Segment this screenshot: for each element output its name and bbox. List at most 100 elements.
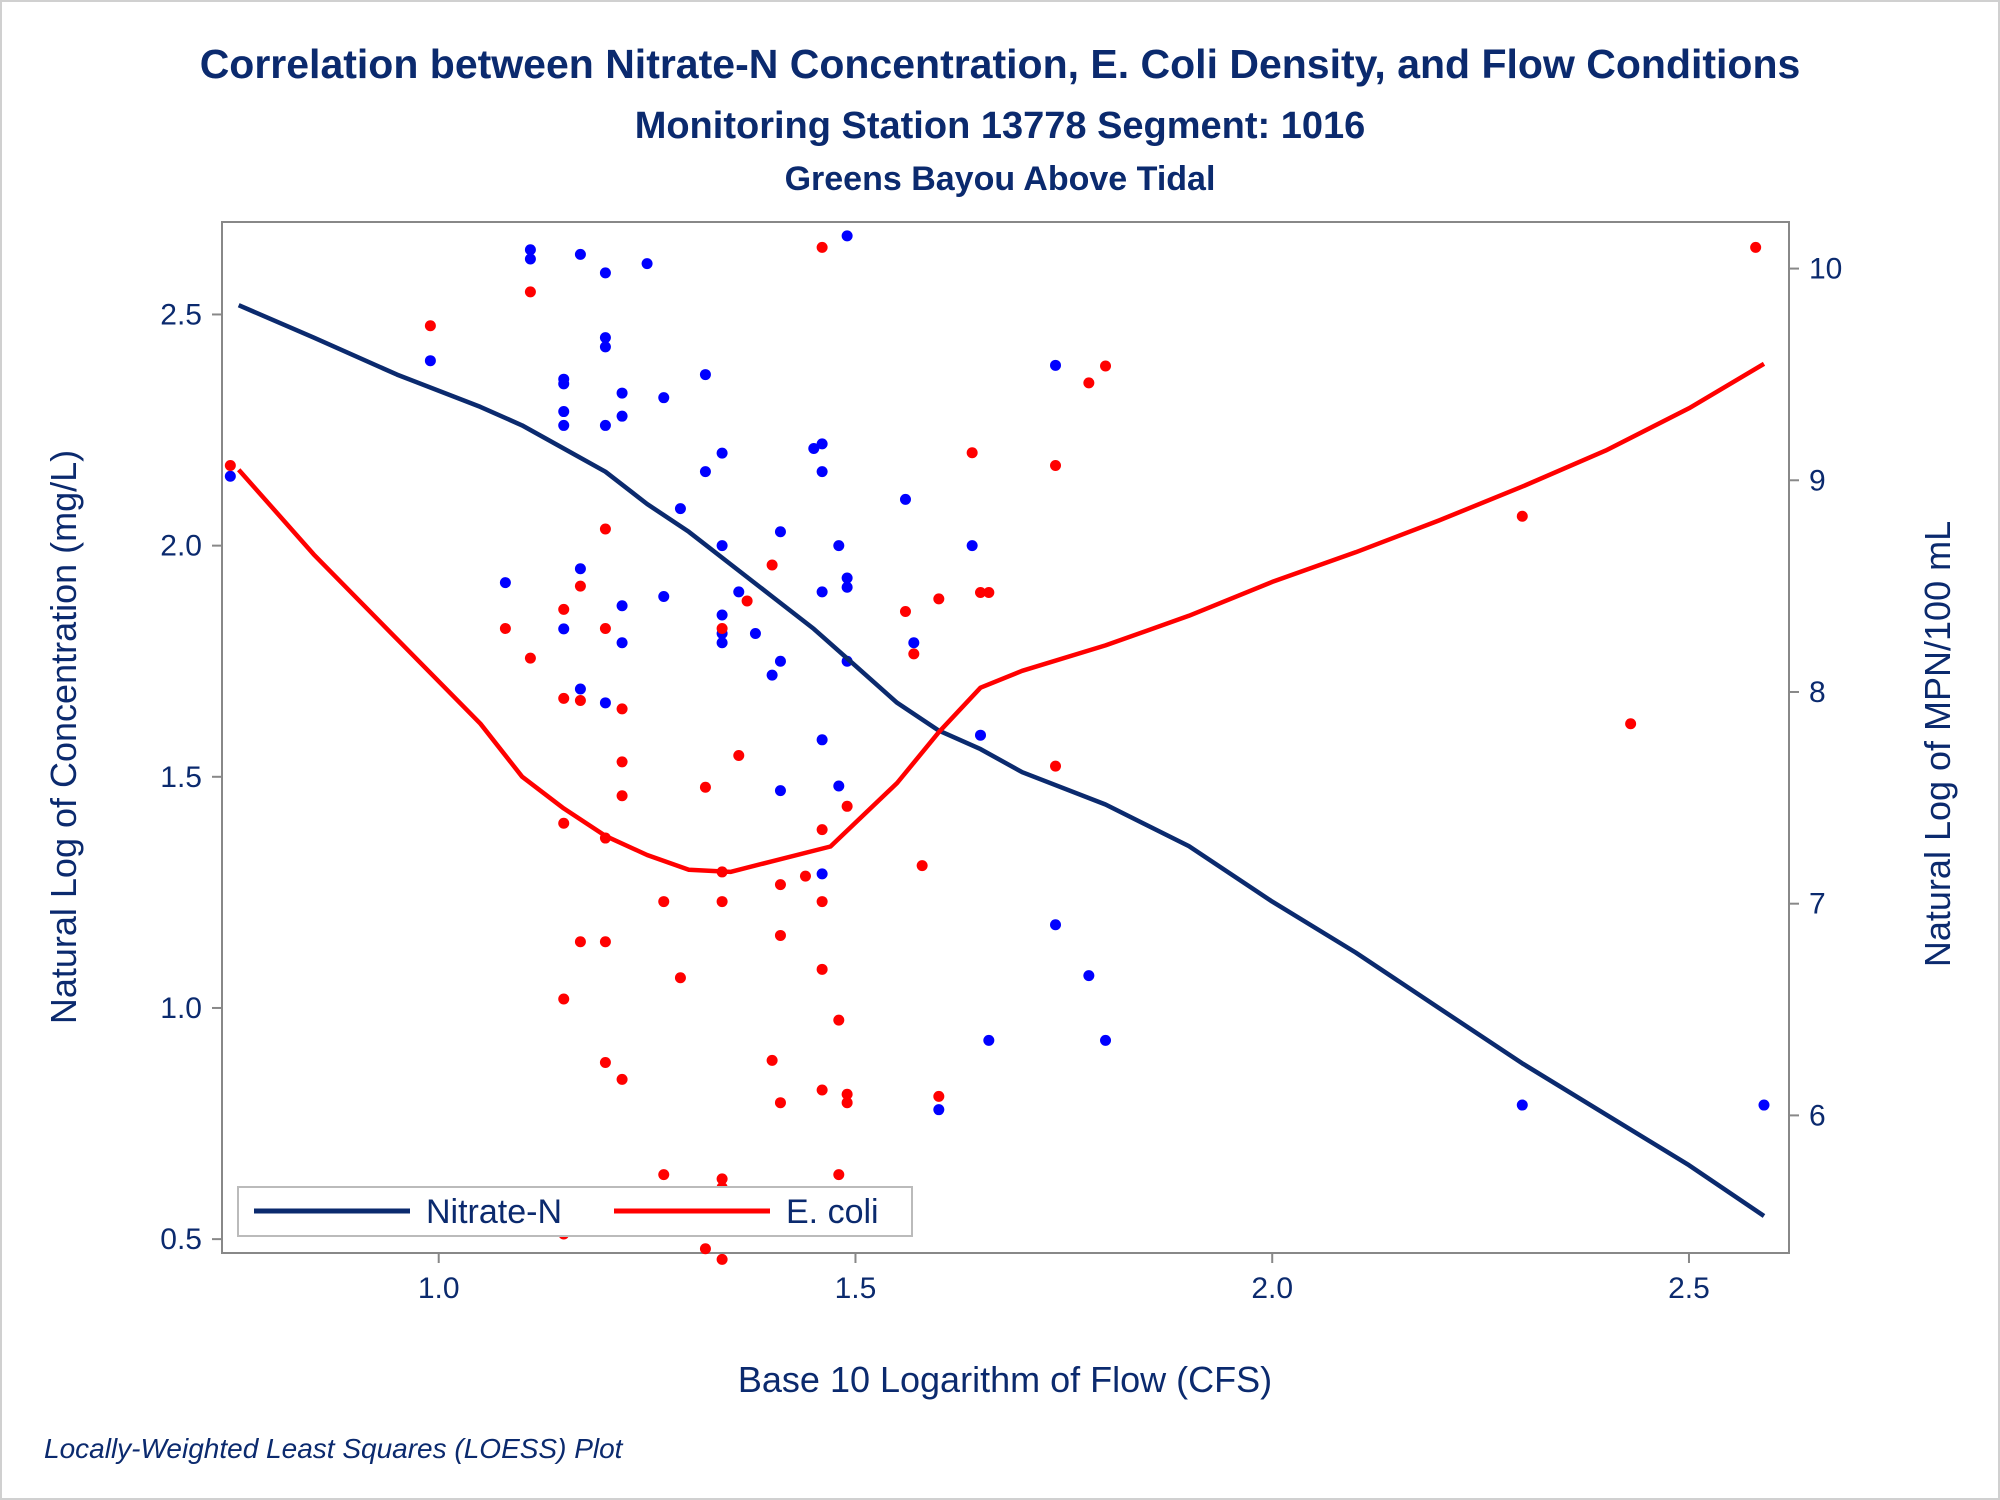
nitrate-point [841, 572, 853, 584]
ecoli-point [841, 800, 853, 812]
ecoli-point [766, 559, 778, 571]
nitrate-point [524, 244, 536, 256]
ecoli-point [899, 606, 911, 618]
x-tick-label: 1.0 [418, 1272, 460, 1305]
nitrate-point [1083, 970, 1095, 982]
left-y-tick-label: 1.5 [160, 761, 202, 794]
right-y-tick-label: 8 [1809, 676, 1826, 709]
ecoli-point [616, 790, 628, 802]
nitrate-point [699, 369, 711, 381]
nitrate-point [599, 332, 611, 344]
ecoli-loess-line [237, 361, 1766, 875]
nitrate-point [1050, 359, 1062, 371]
legend-label-nitrate: Nitrate-N [426, 1193, 562, 1231]
left-y-tick-label: 2.5 [160, 298, 202, 331]
x-axis: 1.0 1.5 2.0 2.5 [418, 1253, 1710, 1305]
nitrate-point [574, 683, 586, 695]
right-y-axis: 6 7 8 9 10 [1789, 253, 1842, 1132]
ecoli-point [774, 879, 786, 891]
ecoli-point [616, 1073, 628, 1085]
nitrate-point [774, 785, 786, 797]
ecoli-point [699, 1243, 711, 1255]
ecoli-point [599, 523, 611, 535]
right-y-axis-label: Natural Log of MPN/100 mL [1917, 521, 1958, 967]
ecoli-point [816, 896, 828, 908]
ecoli-point [1516, 510, 1528, 522]
left-y-tick-label: 2.0 [160, 530, 202, 563]
nitrate-point [599, 419, 611, 431]
nitrate-point [699, 466, 711, 478]
ecoli-point [741, 595, 753, 607]
loess-curves [237, 303, 1766, 1218]
ecoli-point [983, 586, 995, 598]
ecoli-point [524, 286, 536, 298]
nitrate-point [641, 258, 653, 270]
right-y-tick-label: 10 [1809, 253, 1842, 286]
ecoli-point [524, 652, 536, 664]
nitrate-point [974, 729, 986, 741]
nitrate-point [716, 637, 728, 649]
nitrate-point [599, 341, 611, 353]
nitrate-point [983, 1034, 995, 1046]
nitrate-point [816, 734, 828, 746]
ecoli-point [558, 692, 570, 704]
left-y-tick-label: 0.5 [160, 1223, 202, 1256]
nitrate-point [766, 669, 778, 681]
nitrate-point [716, 540, 728, 552]
x-tick-label: 1.5 [835, 1272, 877, 1305]
ecoli-point [574, 694, 586, 706]
nitrate-point [716, 609, 728, 621]
ecoli-point [574, 936, 586, 948]
ecoli-point [716, 622, 728, 634]
ecoli-point [716, 1253, 728, 1265]
nitrate-point [1516, 1099, 1528, 1111]
nitrate-point [424, 355, 436, 367]
nitrate-point [1050, 919, 1062, 931]
ecoli-point [1100, 360, 1112, 372]
nitrate-point [224, 470, 236, 482]
nitrate-point [524, 253, 536, 265]
nitrate-point [616, 600, 628, 612]
ecoli-point [766, 1054, 778, 1066]
nitrate-point [616, 387, 628, 399]
right-y-tick-label: 9 [1809, 464, 1826, 497]
left-y-axis: 0.5 1.0 1.5 2.0 2.5 [160, 298, 222, 1256]
ecoli-point [733, 749, 745, 761]
chart-title: Correlation between Nitrate-N Concentrat… [200, 41, 1801, 87]
footnote: Locally-Weighted Least Squares (LOESS) P… [44, 1433, 624, 1464]
right-y-tick-label: 6 [1809, 1099, 1826, 1132]
ecoli-point [1750, 241, 1762, 253]
nitrate-point [808, 443, 820, 455]
nitrate-point [558, 406, 570, 418]
ecoli-point [558, 603, 570, 615]
ecoli-point [599, 1056, 611, 1068]
nitrate-point [816, 868, 828, 880]
ecoli-point [716, 896, 728, 908]
ecoli-point [616, 756, 628, 768]
nitrate-point [658, 590, 670, 602]
nitrate-point [616, 637, 628, 649]
nitrate-point [816, 586, 828, 598]
nitrate-point [558, 378, 570, 390]
nitrate-point [833, 540, 845, 552]
nitrate-point [574, 563, 586, 575]
nitrate-point [833, 780, 845, 792]
ecoli-point [574, 580, 586, 592]
ecoli-point [816, 963, 828, 975]
chart-subtitle-2: Greens Bayou Above Tidal [785, 160, 1216, 198]
ecoli-point [658, 896, 670, 908]
nitrate-point [1100, 1034, 1112, 1046]
ecoli-point [499, 622, 511, 634]
ecoli-point [616, 703, 628, 715]
left-y-axis-label: Natural Log of Concentration (mg/L) [43, 450, 84, 1024]
ecoli-point [816, 824, 828, 836]
ecoli-point [833, 1014, 845, 1026]
nitrate-point [716, 447, 728, 459]
ecoli-point [1050, 760, 1062, 772]
ecoli-point [658, 1169, 670, 1181]
ecoli-point [558, 817, 570, 829]
nitrate-point [574, 248, 586, 260]
chart-subtitle: Monitoring Station 13778 Segment: 1016 [635, 105, 1366, 147]
nitrate-point [499, 577, 511, 589]
